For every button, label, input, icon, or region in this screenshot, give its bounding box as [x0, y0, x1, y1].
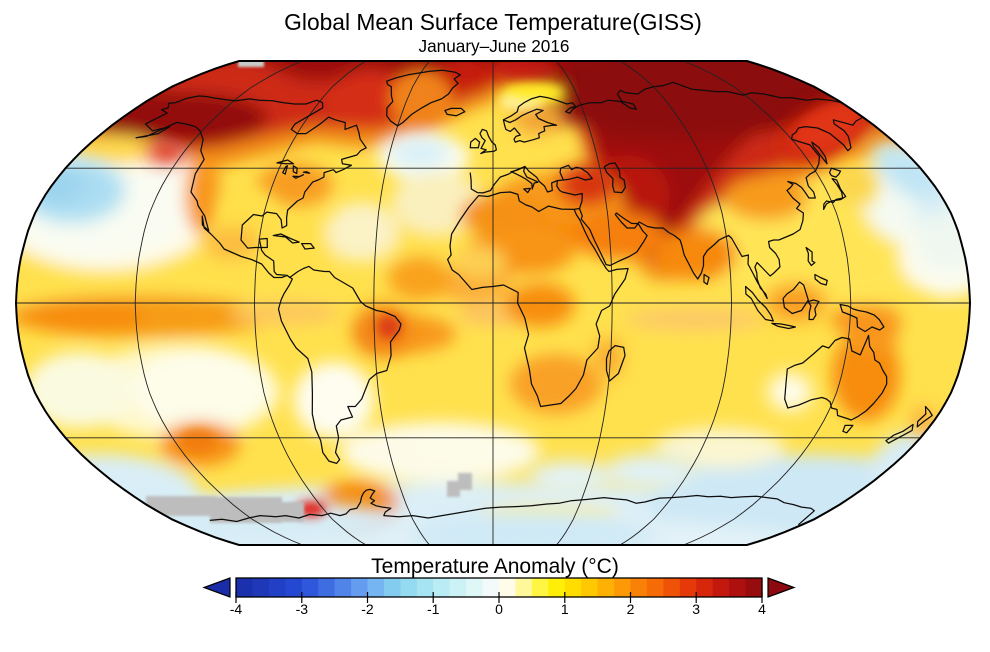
- svg-text:Temperature Anomaly (°C): Temperature Anomaly (°C): [371, 555, 619, 578]
- svg-text:-1: -1: [427, 601, 440, 617]
- svg-text:Global Mean Surface Temperatur: Global Mean Surface Temperature(GISS): [284, 9, 702, 35]
- svg-text:0: 0: [495, 601, 503, 617]
- svg-text:3: 3: [692, 601, 700, 617]
- svg-text:January–June 2016: January–June 2016: [419, 36, 570, 56]
- svg-text:-2: -2: [361, 601, 374, 617]
- svg-text:-3: -3: [296, 601, 309, 617]
- svg-text:4: 4: [758, 601, 766, 617]
- svg-text:2: 2: [627, 601, 635, 617]
- svg-text:-4: -4: [230, 601, 243, 617]
- svg-text:1: 1: [561, 601, 569, 617]
